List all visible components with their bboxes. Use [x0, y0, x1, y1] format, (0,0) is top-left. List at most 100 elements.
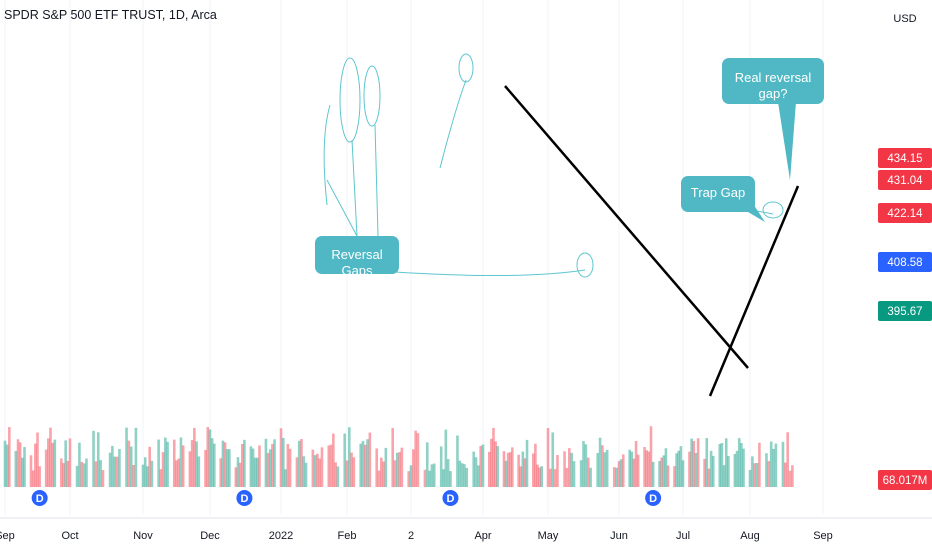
volume-badge [878, 470, 932, 490]
price-badge-label: 408.58 [887, 257, 922, 269]
callout-trap-gap: Trap Gap [681, 176, 755, 212]
volume-bar [492, 427, 495, 487]
volume-bar [391, 428, 395, 487]
x-tick-label: 2 [408, 530, 414, 542]
volume-bar [148, 446, 151, 487]
volume-bar [446, 459, 450, 487]
volume-bar [34, 443, 37, 487]
volume-bar [111, 445, 114, 487]
volume-bar [132, 464, 135, 487]
volume-bar [724, 438, 728, 487]
volume-bar [679, 446, 683, 487]
volume-bar [16, 439, 20, 487]
volume-bar [472, 451, 476, 487]
volume-bar [336, 466, 340, 487]
volume-bar [788, 470, 792, 487]
volume-bar [690, 438, 693, 487]
volume-bar [60, 458, 63, 487]
dividend-marker-label: D [240, 493, 248, 505]
volume-bar [617, 461, 621, 487]
volume-bar [193, 427, 196, 487]
volume-bar [49, 427, 52, 487]
volume-bar [92, 430, 95, 487]
gap-ellipse [363, 65, 381, 127]
volume-bar [172, 439, 176, 487]
volume-bar [286, 443, 290, 487]
volume-bar [463, 464, 466, 487]
volume-bar [318, 458, 321, 487]
volume-bar [722, 465, 726, 487]
volume-bar [141, 464, 145, 487]
gap-ellipse [576, 252, 594, 278]
volume-bar [208, 429, 212, 487]
volume-bar [621, 454, 625, 487]
volume-bar [651, 461, 655, 487]
gap-connector [374, 124, 379, 237]
volume-bar [751, 456, 754, 487]
volume-bar [204, 449, 207, 487]
callout-real-reversal-gap-label: Real reversal gap? [734, 70, 812, 102]
volume-bar [601, 445, 604, 487]
volume-bar [765, 453, 768, 487]
gap-connector [326, 179, 358, 237]
volume-bar [688, 451, 691, 487]
volume-bar [412, 449, 415, 487]
volume-bar [425, 442, 429, 487]
volume-bar [718, 443, 722, 487]
volume-bar [487, 451, 491, 487]
volume-bar [213, 443, 216, 487]
volume-bar [300, 439, 303, 487]
volume-bar [774, 443, 778, 487]
volume-bar [108, 452, 112, 487]
volume-bar [375, 448, 379, 487]
volume-bar [496, 446, 499, 487]
volume-bar [727, 456, 730, 487]
volume-bar [551, 432, 555, 487]
volume-bar [238, 462, 242, 487]
gap-connector-curve [394, 269, 586, 277]
volume-bar [359, 443, 363, 487]
volume-bar [288, 448, 292, 487]
volume-bar [223, 442, 227, 487]
volume-bar [458, 460, 462, 487]
volume-bar [474, 457, 478, 487]
volume-bar [334, 462, 337, 487]
volume-bars [3, 426, 794, 487]
price-badge-label: 434.15 [887, 153, 922, 165]
volume-bar [432, 463, 436, 487]
volume-bar [366, 439, 369, 487]
dividend-marker [442, 490, 459, 506]
volume-bar [494, 441, 497, 487]
x-tick-label: Apr [474, 530, 491, 542]
volume-bar [449, 471, 452, 487]
volume-bar [619, 459, 623, 487]
volume-bar [508, 452, 512, 487]
volume-bar [249, 446, 253, 487]
volume-bar [225, 449, 229, 487]
volume-bar [313, 455, 317, 487]
volume-bar [266, 453, 270, 487]
volume-bar [23, 447, 26, 487]
volume-bar [556, 455, 559, 487]
volume-bar [228, 449, 231, 487]
x-tick-label: May [538, 530, 559, 542]
volume-bar [767, 461, 771, 487]
volume-bar [210, 438, 214, 487]
volume-bar [197, 456, 201, 487]
volume-bar [407, 471, 411, 487]
volume-bar [297, 440, 301, 487]
volume-bar [658, 461, 661, 487]
volume-bar [709, 450, 713, 487]
volume-bar [615, 467, 618, 487]
volume-bar [166, 441, 169, 487]
volume-bar [630, 451, 634, 487]
volume-bar [377, 470, 381, 487]
volume-bar [519, 466, 523, 487]
volume-bar [113, 456, 117, 487]
volume-bar [234, 467, 238, 487]
volume-bar [703, 458, 706, 487]
volume-bar [634, 441, 638, 487]
chart-title: SPDR S&P 500 ETF TRUST, 1D, Arca [4, 8, 217, 22]
volume-bar [253, 457, 257, 487]
volume-bar [332, 433, 335, 487]
